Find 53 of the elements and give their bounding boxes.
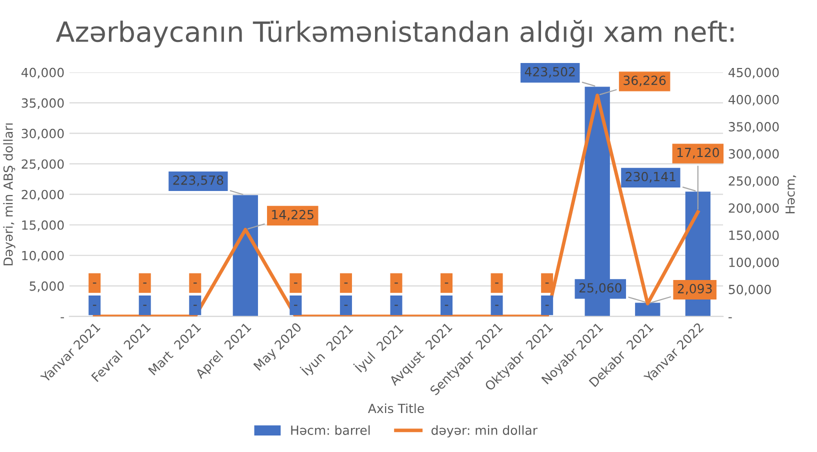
data-label: 17,120 <box>677 148 719 159</box>
y2-tick-label: - <box>728 317 732 318</box>
y2-tick-label: 450,000 <box>728 68 779 79</box>
y-tick-label: 30,000 <box>22 128 64 140</box>
data-label: - <box>193 304 197 306</box>
data-label: - <box>444 282 448 284</box>
data-label: - <box>444 304 448 306</box>
data-label: - <box>394 282 398 284</box>
bar <box>232 195 258 316</box>
y-tick-label: 10,000 <box>22 250 64 262</box>
y-tick-label: 5,000 <box>30 281 64 292</box>
y-tick-label: 35,000 <box>22 98 64 110</box>
y2-tick-label: 100,000 <box>729 258 779 268</box>
chart-title: Azərbaycanın Türkəmənistandan aldığı xam neft: <box>56 20 734 48</box>
data-label: - <box>193 282 197 284</box>
data-label: - <box>394 304 398 306</box>
data-label: 423,502 <box>524 66 575 78</box>
y2-tick-label: 400,000 <box>728 94 779 106</box>
data-label: 2,093 <box>678 284 712 295</box>
data-label: - <box>92 282 96 284</box>
x-axis-title: Axis Title <box>368 403 424 414</box>
y2-tick-label: 50,000 <box>728 284 771 296</box>
y2-tick-label: 300,000 <box>728 149 779 160</box>
data-label: 223,578 <box>173 175 224 186</box>
data-label: 14,225 <box>272 210 314 221</box>
legend-label: dəyər: min dollar <box>432 425 538 438</box>
y-tick-label: 15,000 <box>22 220 64 232</box>
data-label: - <box>92 304 96 306</box>
y-tick-label: 25,000 <box>22 159 64 170</box>
data-label: 230,141 <box>626 172 676 183</box>
data-label: 36,226 <box>624 76 666 86</box>
data-label: - <box>143 282 147 284</box>
data-label: - <box>294 282 298 284</box>
y-tick-label: 20,000 <box>22 190 64 201</box>
data-label: - <box>344 304 348 306</box>
legend-label: Həcm: barrel <box>291 425 370 435</box>
data-label: 25,060 <box>579 283 622 294</box>
bar <box>635 302 660 316</box>
y2-tick-label: 150,000 <box>729 230 779 242</box>
data-label: - <box>294 304 298 306</box>
y-axis-title: Dəyəri, min ABŞ dolları <box>3 123 16 266</box>
y2-tick-label: 250,000 <box>728 176 779 187</box>
y2-tick-label: 200,000 <box>728 203 779 214</box>
y2-axis-title: Həcm, <box>786 176 796 214</box>
data-label: - <box>495 282 498 284</box>
data-label: - <box>495 304 498 306</box>
data-label: - <box>545 304 549 306</box>
y-tick-label: - <box>60 317 64 318</box>
data-label: - <box>545 282 549 284</box>
data-label: - <box>344 282 348 284</box>
data-label: - <box>143 304 147 306</box>
y2-tick-label: 350,000 <box>728 122 779 133</box>
y-tick-label: 40,000 <box>21 68 64 79</box>
